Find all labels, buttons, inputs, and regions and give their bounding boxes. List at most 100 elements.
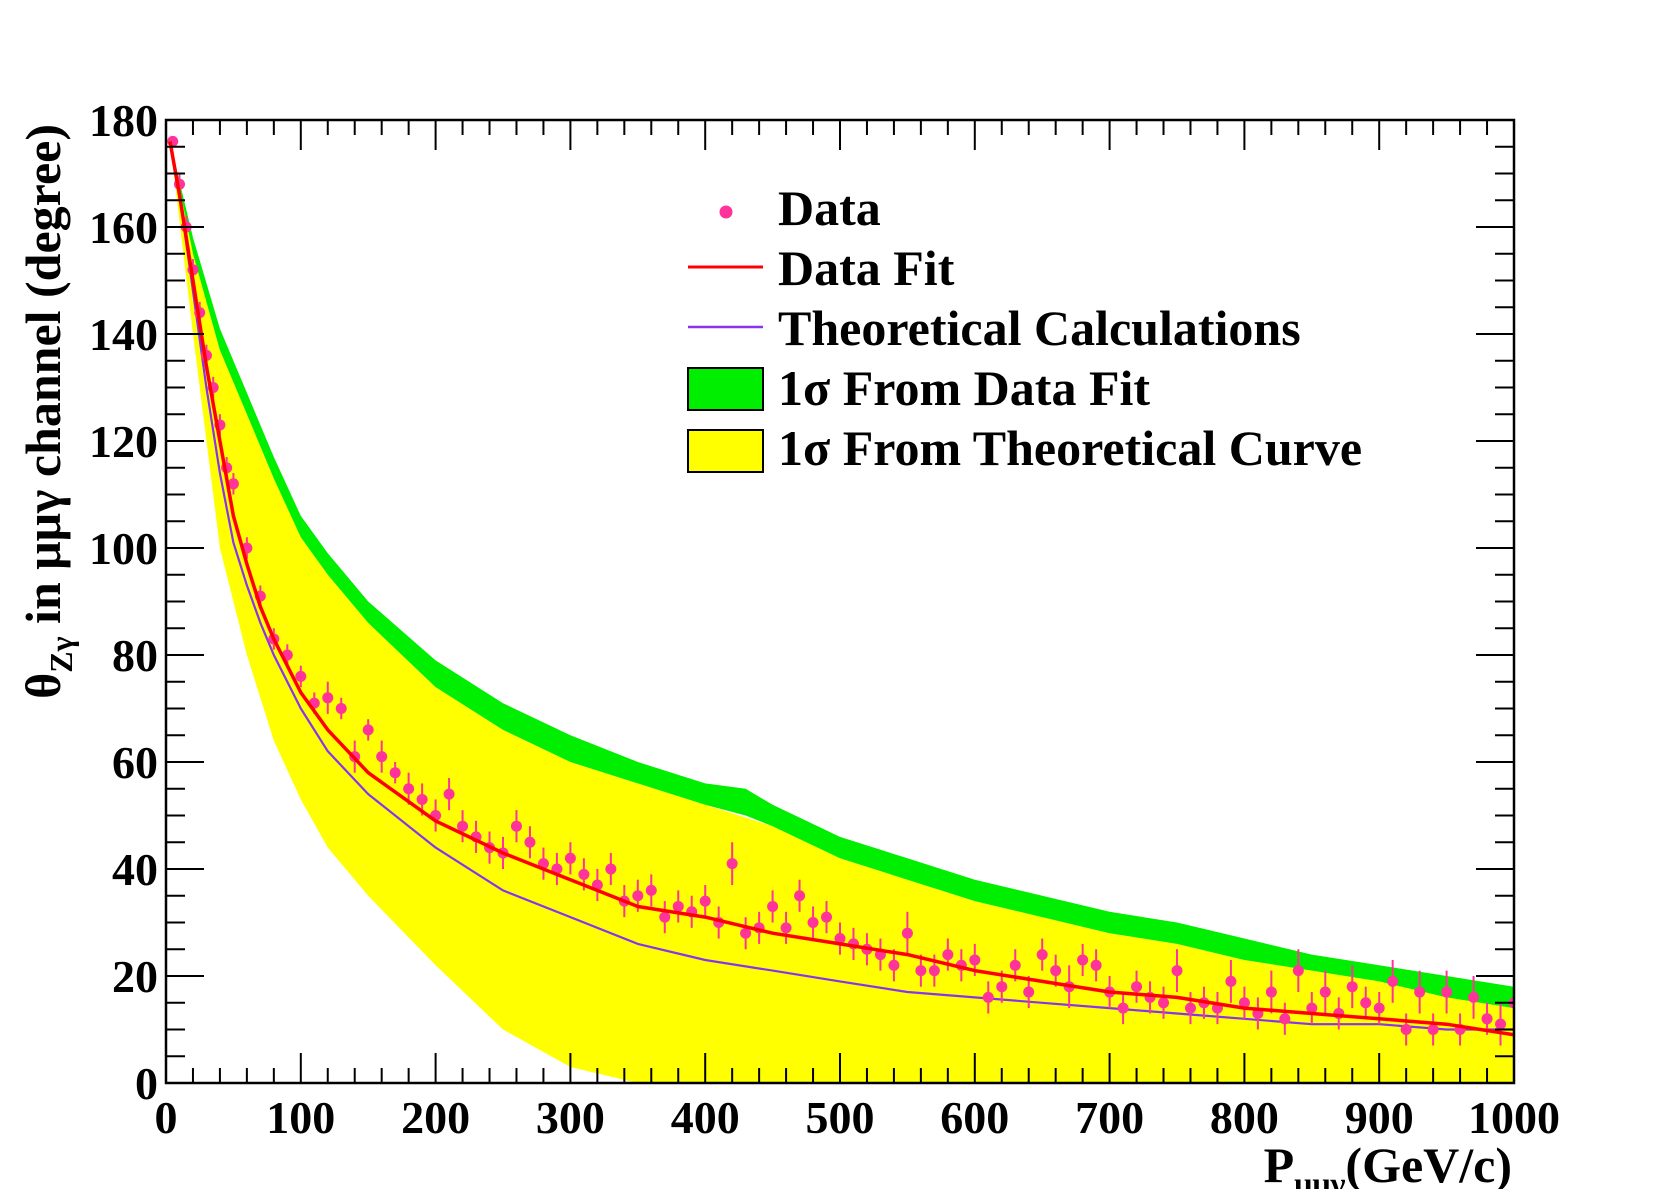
line-fit-layer	[168, 141, 1514, 1037]
data-point	[322, 692, 334, 704]
data-point	[295, 670, 307, 682]
data-point	[167, 135, 179, 147]
data-point	[1184, 1002, 1196, 1014]
data-point	[1387, 975, 1399, 987]
data-point	[767, 900, 779, 912]
y-tick-label: 160	[89, 202, 158, 253]
legend-band-theory-label: 1σ From Theoretical Curve	[778, 420, 1362, 476]
data-point	[1171, 965, 1183, 977]
data-point	[389, 767, 401, 779]
x-axis-title: Pμμγ(GeV/c)	[1264, 1137, 1512, 1189]
y-axis-title-theta: θ	[15, 673, 71, 699]
data-point	[1360, 997, 1372, 1009]
x-tick-label: 900	[1345, 1092, 1414, 1143]
data-point	[416, 793, 428, 805]
x-tick-label: 300	[536, 1092, 605, 1143]
legend-band-fit-label: 1σ From Data Fit	[778, 360, 1150, 416]
x-tick-label: 800	[1210, 1092, 1279, 1143]
data-point	[335, 703, 347, 714]
data-point	[403, 783, 415, 795]
legend-theory-label: Theoretical Calculations	[778, 300, 1301, 356]
data-point	[1306, 1002, 1318, 1014]
data-point	[1468, 991, 1480, 1003]
legend-band-theory-swatch	[687, 429, 764, 473]
data-point	[1225, 975, 1237, 987]
legend: Data Data Fit Theoretical Calculations 1…	[687, 180, 1362, 476]
data-point	[645, 884, 657, 896]
data-point	[1077, 954, 1089, 966]
axis-ticks	[165, 119, 1515, 1084]
data-point	[1238, 997, 1250, 1009]
data-point	[659, 911, 671, 923]
data-point	[1319, 986, 1331, 998]
legend-data-marker	[719, 205, 733, 219]
legend-fit-label: Data Fit	[778, 240, 955, 296]
band-theory	[170, 141, 1514, 1083]
data-point	[457, 820, 469, 832]
data-point	[510, 820, 522, 832]
x-tick-label: 200	[401, 1092, 470, 1143]
x-tick-label: 0	[155, 1092, 178, 1143]
y-tick-label: 20	[112, 951, 158, 1002]
y-tick-label: 180	[89, 95, 158, 146]
data-point	[376, 751, 388, 763]
data-point	[928, 965, 940, 977]
data-point	[834, 933, 846, 945]
data-point	[1495, 1018, 1507, 1030]
x-tick-label: 1000	[1468, 1092, 1560, 1143]
theory-curve	[168, 141, 1514, 1031]
data-point	[605, 863, 617, 875]
y-tick-labels: 0 20 40 60 80 100 120 140 160 180	[89, 95, 158, 1109]
x-axis-title-unit: (GeV/c)	[1345, 1137, 1512, 1189]
x-tick-label: 600	[940, 1092, 1009, 1143]
data-point	[982, 991, 994, 1003]
y-tick-label: 140	[89, 309, 158, 360]
data-point	[1117, 1002, 1129, 1014]
data-point	[794, 890, 806, 902]
y-tick-label: 0	[135, 1058, 158, 1109]
data-point	[1400, 1024, 1412, 1035]
data-point	[1023, 986, 1035, 998]
data-point	[915, 965, 927, 977]
data-point	[726, 858, 738, 870]
data-point	[1050, 965, 1062, 977]
y-tick-label: 60	[112, 737, 158, 788]
y-tick-label: 80	[112, 630, 158, 681]
data-point	[1373, 1002, 1385, 1014]
data-point	[524, 836, 536, 848]
x-tick-label: 700	[1075, 1092, 1144, 1143]
data-point	[740, 927, 752, 939]
data-point	[821, 911, 833, 923]
x-axis-title-main: P	[1264, 1137, 1295, 1189]
data-point	[1009, 959, 1021, 971]
data-point	[1292, 965, 1304, 977]
data-point	[1158, 997, 1170, 1009]
y-axis-title-text: in μμγ channel (degree)	[15, 124, 71, 636]
data-point	[699, 895, 711, 907]
y-axis-title: θZγ in μμγ channel (degree)	[15, 124, 79, 699]
line-theory-layer	[168, 141, 1514, 1031]
data-point	[1427, 1024, 1439, 1035]
data-point	[1414, 986, 1426, 998]
data-point	[362, 724, 374, 736]
x-tick-label: 500	[806, 1092, 875, 1143]
data-point	[632, 890, 644, 902]
y-tick-label: 120	[89, 416, 158, 467]
data-point	[672, 900, 684, 912]
band-theory-layer	[170, 141, 1514, 1083]
data-point	[996, 981, 1008, 993]
y-tick-label: 40	[112, 844, 158, 895]
data-point	[807, 917, 819, 928]
x-tick-labels: 0 100 200 300 400 500 600 700 800 900 1000	[155, 1092, 1561, 1143]
data-point	[901, 927, 913, 939]
data-point	[1441, 986, 1453, 998]
data-point	[443, 788, 455, 800]
x-axis-title-sub: μμγ	[1294, 1165, 1345, 1189]
legend-band-fit-swatch	[687, 367, 764, 411]
y-axis-title-sub: Zγ	[43, 636, 79, 672]
data-point	[578, 868, 590, 880]
x-tick-label: 400	[671, 1092, 740, 1143]
fit-curve	[168, 141, 1514, 1037]
x-tick-label: 100	[266, 1092, 335, 1143]
